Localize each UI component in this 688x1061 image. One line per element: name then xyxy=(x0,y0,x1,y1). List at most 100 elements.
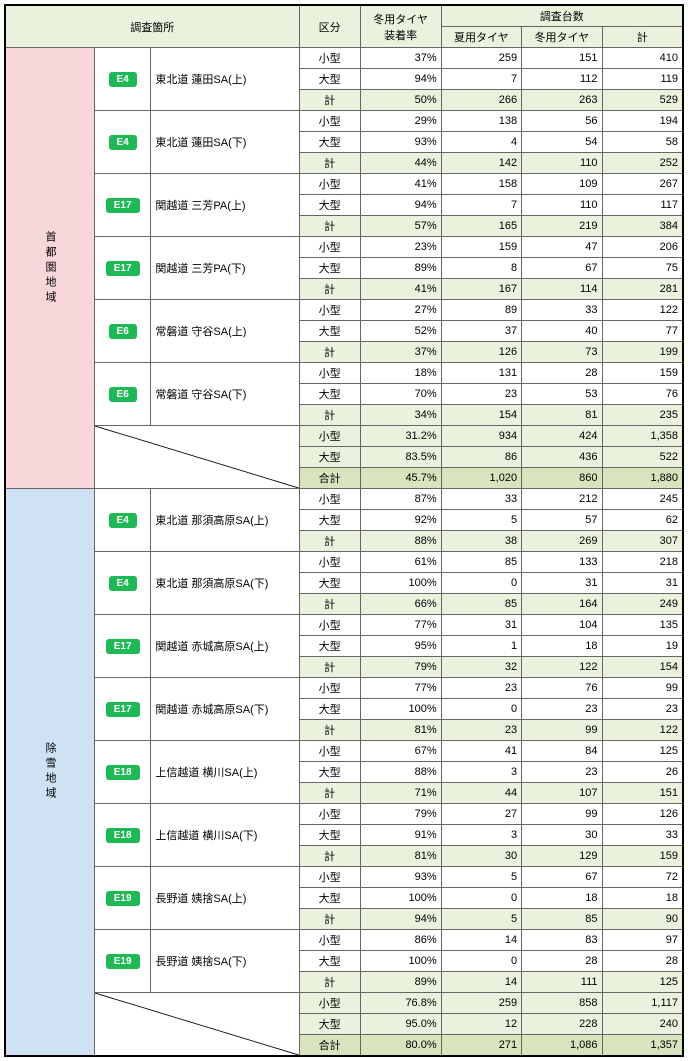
summer-value: 3 xyxy=(441,825,521,846)
location-name: 上信越道 横川SA(上) xyxy=(151,741,299,804)
rate-value: 18% xyxy=(360,363,441,384)
winter-value: 263 xyxy=(522,90,602,111)
winter-value: 28 xyxy=(522,363,602,384)
location-name: 関越道 赤城高原SA(上) xyxy=(151,615,299,678)
category-value: 計 xyxy=(299,657,360,678)
header-survey-point: 調査箇所 xyxy=(5,5,299,48)
winter-value: 56 xyxy=(522,111,602,132)
rate-value: 88% xyxy=(360,531,441,552)
category-value: 小型 xyxy=(299,426,360,447)
summer-value: 0 xyxy=(441,888,521,909)
summer-value: 7 xyxy=(441,195,521,216)
location-name: 上信越道 横川SA(下) xyxy=(151,804,299,867)
header-total: 計 xyxy=(602,27,683,48)
category-value: 小型 xyxy=(299,867,360,888)
winter-value: 76 xyxy=(522,678,602,699)
rate-value: 71% xyxy=(360,783,441,804)
category-value: 計 xyxy=(299,342,360,363)
total-row-value: 86 xyxy=(441,447,521,468)
total-value: 122 xyxy=(602,720,683,741)
total-row-value: 522 xyxy=(602,447,683,468)
category-value: 小型 xyxy=(299,678,360,699)
rate-value: 100% xyxy=(360,699,441,720)
summer-value: 158 xyxy=(441,174,521,195)
category-value: 小型 xyxy=(299,237,360,258)
route-badge: E4 xyxy=(109,135,137,150)
summer-value: 32 xyxy=(441,657,521,678)
winter-value: 54 xyxy=(522,132,602,153)
table-header: 調査箇所 区分 冬用タイヤ 装着率 調査台数 夏用タイヤ 冬用タイヤ 計 xyxy=(5,5,683,48)
rate-value: 34% xyxy=(360,405,441,426)
location-name: 関越道 三芳PA(上) xyxy=(151,174,299,237)
category-value: 大型 xyxy=(299,69,360,90)
location-name: 東北道 蓮田SA(上) xyxy=(151,48,299,111)
table-row: E18上信越道 横川SA(下)小型79%2799126 xyxy=(5,804,683,825)
total-value: 194 xyxy=(602,111,683,132)
category-value: 大型 xyxy=(299,384,360,405)
winter-value: 219 xyxy=(522,216,602,237)
location-name: 長野道 姨捨SA(下) xyxy=(151,930,299,993)
table-row: 除雪地域E4東北道 那須高原SA(上)小型87%33212245 xyxy=(5,489,683,510)
winter-value: 104 xyxy=(522,615,602,636)
summer-value: 27 xyxy=(441,804,521,825)
winter-value: 67 xyxy=(522,867,602,888)
total-row-value: 858 xyxy=(522,993,602,1014)
rate-value: 86% xyxy=(360,930,441,951)
route-badge-cell: E4 xyxy=(95,48,151,111)
total-value: 28 xyxy=(602,951,683,972)
table-row: 首都圏地域E4東北道 蓮田SA(上)小型37%259151410 xyxy=(5,48,683,69)
winter-value: 28 xyxy=(522,951,602,972)
summer-value: 4 xyxy=(441,132,521,153)
route-badge-cell: E4 xyxy=(95,552,151,615)
summer-value: 138 xyxy=(441,111,521,132)
location-name: 関越道 三芳PA(下) xyxy=(151,237,299,300)
rate-value: 91% xyxy=(360,825,441,846)
route-badge: E18 xyxy=(106,765,140,780)
category-value: 大型 xyxy=(299,1014,360,1035)
winter-value: 84 xyxy=(522,741,602,762)
category-value: 大型 xyxy=(299,510,360,531)
total-value: 72 xyxy=(602,867,683,888)
total-value: 235 xyxy=(602,405,683,426)
winter-value: 57 xyxy=(522,510,602,531)
winter-value: 85 xyxy=(522,909,602,930)
summer-value: 30 xyxy=(441,846,521,867)
winter-value: 111 xyxy=(522,972,602,993)
winter-value: 73 xyxy=(522,342,602,363)
summer-value: 131 xyxy=(441,363,521,384)
summer-value: 89 xyxy=(441,300,521,321)
summer-value: 23 xyxy=(441,720,521,741)
summer-value: 259 xyxy=(441,48,521,69)
total-value: 154 xyxy=(602,657,683,678)
route-badge: E17 xyxy=(106,261,140,276)
total-row-value: 1,357 xyxy=(602,1035,683,1057)
total-value: 159 xyxy=(602,363,683,384)
total-value: 58 xyxy=(602,132,683,153)
summer-value: 0 xyxy=(441,573,521,594)
category-value: 計 xyxy=(299,153,360,174)
route-badge-cell: E17 xyxy=(95,237,151,300)
total-value: 151 xyxy=(602,783,683,804)
winter-value: 133 xyxy=(522,552,602,573)
winter-value: 47 xyxy=(522,237,602,258)
category-value: 計 xyxy=(299,846,360,867)
rate-value: 27% xyxy=(360,300,441,321)
category-value: 計 xyxy=(299,909,360,930)
header-winter-rate: 冬用タイヤ 装着率 xyxy=(360,5,441,48)
total-value: 97 xyxy=(602,930,683,951)
category-value: 大型 xyxy=(299,762,360,783)
rate-value: 100% xyxy=(360,951,441,972)
total-value: 245 xyxy=(602,489,683,510)
total-row-value: 45.7% xyxy=(360,468,441,489)
summer-value: 31 xyxy=(441,615,521,636)
location-name: 常磐道 守谷SA(上) xyxy=(151,300,299,363)
total-value: 31 xyxy=(602,573,683,594)
header-winter: 冬用タイヤ xyxy=(522,27,602,48)
rate-value: 93% xyxy=(360,867,441,888)
rate-value: 50% xyxy=(360,90,441,111)
table-row: E19長野道 姨捨SA(下)小型86%148397 xyxy=(5,930,683,951)
table-row: E17関越道 三芳PA(下)小型23%15947206 xyxy=(5,237,683,258)
total-row-value: 31.2% xyxy=(360,426,441,447)
category-value: 大型 xyxy=(299,636,360,657)
rate-value: 77% xyxy=(360,678,441,699)
